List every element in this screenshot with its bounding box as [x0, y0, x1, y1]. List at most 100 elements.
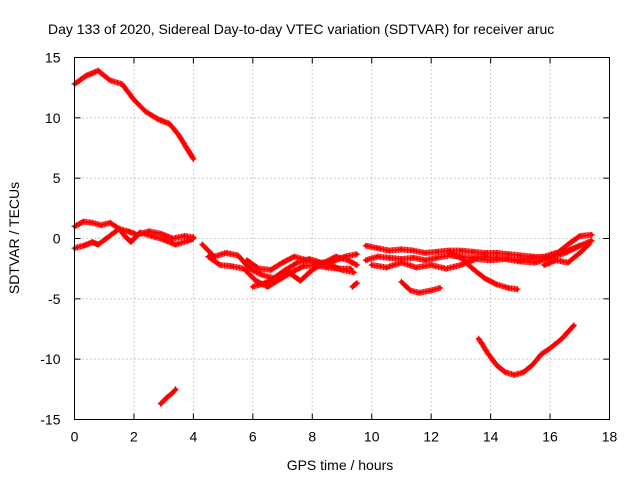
data-point [355, 252, 359, 256]
data-point [268, 268, 273, 272]
data-point [248, 266, 252, 271]
data-point [158, 402, 163, 406]
data-point [471, 250, 475, 254]
data-point [185, 239, 190, 243]
data-point [533, 260, 537, 265]
series-arc-mid-d [249, 253, 360, 290]
data-point [447, 251, 451, 255]
data-point [563, 251, 567, 255]
data-point [206, 254, 211, 259]
data-point [150, 234, 154, 238]
data-point [191, 236, 196, 241]
data-point [126, 229, 130, 234]
data-point [81, 243, 86, 248]
data-point [530, 363, 534, 368]
y-tick-label: 15 [45, 50, 61, 66]
data-point [170, 391, 175, 395]
data-point [301, 264, 306, 269]
data-point [355, 281, 359, 285]
data-point [242, 266, 246, 271]
data-point [138, 230, 142, 235]
data-point [90, 221, 95, 225]
data-point [132, 97, 136, 102]
data-point [96, 242, 101, 247]
data-point [123, 234, 127, 238]
data-point [387, 255, 392, 260]
data-point [364, 243, 368, 248]
data-point [408, 288, 413, 293]
y-tick-label: 10 [45, 110, 61, 126]
x-tick-label: 18 [602, 429, 618, 445]
data-point [438, 286, 442, 290]
series-arc-early-b [71, 225, 197, 252]
data-point [355, 263, 359, 267]
data-point [230, 264, 234, 269]
data-point [530, 255, 534, 260]
data-point [494, 282, 499, 287]
data-point [474, 257, 478, 261]
data-point [191, 157, 196, 161]
data-point [429, 288, 434, 293]
data-point [542, 263, 546, 267]
data-point [274, 275, 279, 279]
series-arc-late-d [446, 250, 521, 293]
data-point [173, 387, 178, 392]
data-point [254, 278, 258, 283]
data-point [304, 258, 309, 263]
data-point [280, 260, 285, 265]
x-tick-label: 0 [71, 429, 79, 445]
series-arc-late-e [398, 278, 444, 296]
series-arc-short-a [349, 280, 360, 290]
data-point [108, 221, 112, 225]
chart-title: Day 133 of 2020, Sidereal Day-to-day VTE… [48, 21, 554, 37]
data-point [423, 251, 428, 255]
data-point [518, 259, 523, 264]
data-point [364, 258, 368, 263]
data-point [548, 346, 552, 351]
data-point [411, 255, 416, 260]
data-point [257, 266, 261, 271]
y-tick-label: 5 [53, 170, 61, 186]
data-point [518, 253, 523, 258]
data-point [578, 234, 582, 238]
x-tick-label: 2 [130, 429, 138, 445]
data-point [117, 227, 121, 231]
data-point [346, 258, 350, 263]
data-point [503, 370, 508, 375]
series-arc-low-short [157, 386, 179, 407]
data-point [185, 147, 190, 151]
data-point [224, 251, 228, 255]
data-point [589, 239, 594, 243]
data-point [578, 243, 582, 248]
data-point [158, 231, 163, 236]
data-point [459, 263, 463, 267]
data-point [554, 258, 558, 263]
data-point [84, 73, 89, 78]
data-point [411, 248, 416, 253]
data-point [485, 351, 490, 355]
data-point [286, 270, 291, 275]
data-point [488, 258, 493, 263]
data-point [218, 263, 222, 267]
data-point [96, 69, 101, 73]
data-point [334, 254, 338, 259]
y-tick-label: -15 [40, 412, 60, 428]
data-point [322, 260, 327, 265]
data-point [384, 265, 389, 270]
data-point [459, 248, 463, 253]
data-point [589, 233, 594, 237]
data-point [176, 132, 181, 137]
data-point [295, 260, 300, 265]
data-point [560, 336, 564, 341]
data-point [251, 285, 255, 289]
data-point [182, 234, 187, 238]
series-arc-mid-c [243, 253, 357, 276]
data-point [90, 240, 95, 244]
data-point [200, 242, 205, 247]
data-point [572, 323, 576, 328]
tick-layer: 0 2 4 6 8 10 12 14 16 18 -15 -10 -5 0 5 10 15 [40, 50, 617, 445]
data-point [566, 242, 570, 247]
y-tick-label: -10 [40, 351, 60, 367]
data-point [81, 219, 86, 224]
data-point [476, 336, 481, 341]
